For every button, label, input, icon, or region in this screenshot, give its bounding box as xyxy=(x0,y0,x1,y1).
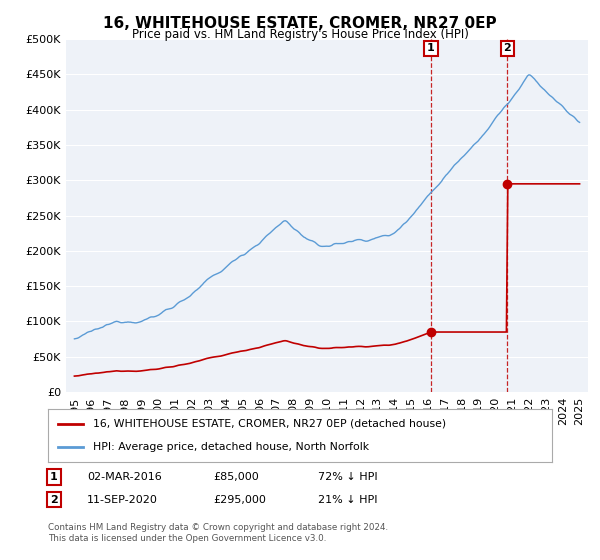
Text: £85,000: £85,000 xyxy=(213,472,259,482)
Text: 2: 2 xyxy=(50,494,58,505)
Text: £295,000: £295,000 xyxy=(213,494,266,505)
Text: 21% ↓ HPI: 21% ↓ HPI xyxy=(318,494,377,505)
Text: 1: 1 xyxy=(50,472,58,482)
Text: 16, WHITEHOUSE ESTATE, CROMER, NR27 0EP (detached house): 16, WHITEHOUSE ESTATE, CROMER, NR27 0EP … xyxy=(94,419,446,429)
Text: 72% ↓ HPI: 72% ↓ HPI xyxy=(318,472,377,482)
Text: 02-MAR-2016: 02-MAR-2016 xyxy=(87,472,162,482)
Text: This data is licensed under the Open Government Licence v3.0.: This data is licensed under the Open Gov… xyxy=(48,534,326,543)
Text: 1: 1 xyxy=(427,43,435,53)
Text: 16, WHITEHOUSE ESTATE, CROMER, NR27 0EP: 16, WHITEHOUSE ESTATE, CROMER, NR27 0EP xyxy=(103,16,497,31)
Text: 2: 2 xyxy=(503,43,511,53)
Text: Contains HM Land Registry data © Crown copyright and database right 2024.: Contains HM Land Registry data © Crown c… xyxy=(48,523,388,532)
Text: 11-SEP-2020: 11-SEP-2020 xyxy=(87,494,158,505)
Text: HPI: Average price, detached house, North Norfolk: HPI: Average price, detached house, Nort… xyxy=(94,442,370,452)
Text: Price paid vs. HM Land Registry's House Price Index (HPI): Price paid vs. HM Land Registry's House … xyxy=(131,28,469,41)
